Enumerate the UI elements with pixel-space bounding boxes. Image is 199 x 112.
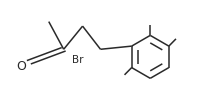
Text: O: O	[16, 60, 26, 73]
Text: Br: Br	[72, 54, 83, 64]
